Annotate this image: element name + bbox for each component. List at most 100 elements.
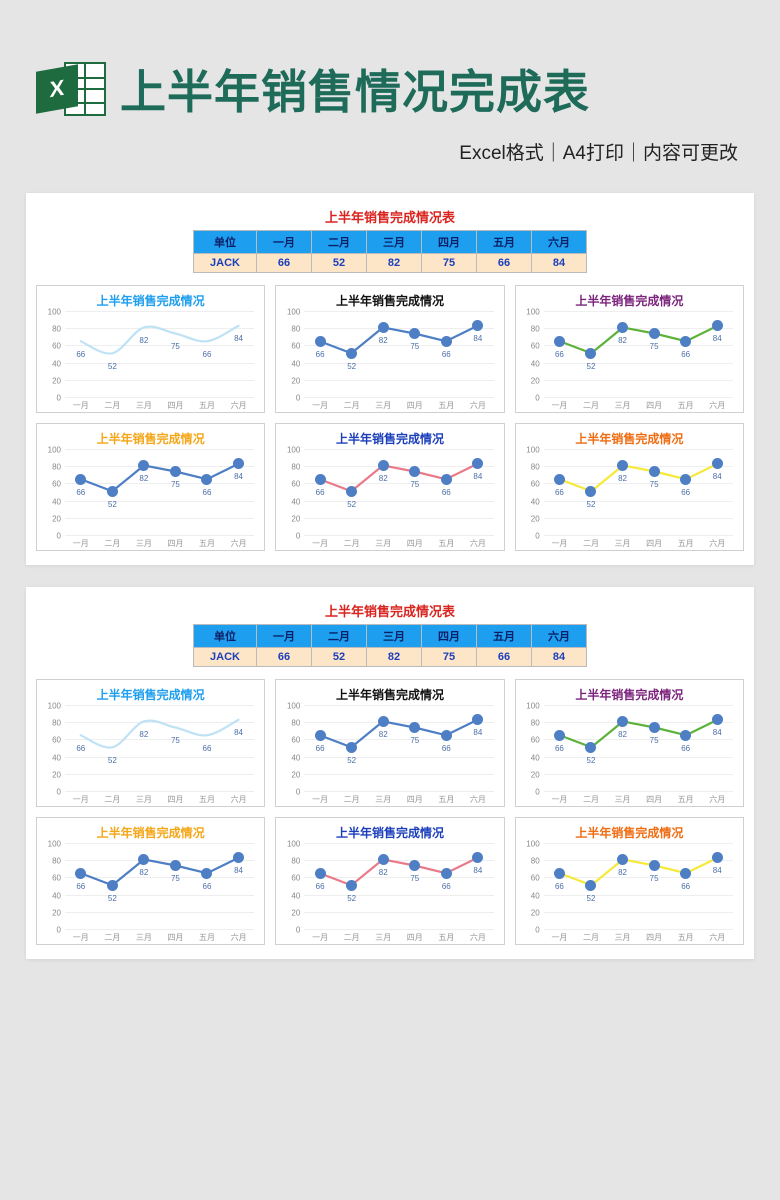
y-tick-label: 100 [43, 840, 61, 849]
x-tick-label: 三月 [607, 794, 639, 805]
chart-svg [304, 450, 493, 536]
x-axis: 一月二月三月四月五月六月 [544, 932, 733, 943]
y-tick-label: 20 [522, 376, 540, 385]
x-axis: 一月二月三月四月五月六月 [65, 932, 254, 943]
excel-icon-letter: X [36, 64, 78, 113]
y-tick-label: 20 [522, 514, 540, 523]
chart-marker [315, 868, 326, 879]
x-axis: 一月二月三月四月五月六月 [65, 794, 254, 805]
x-tick-label: 三月 [128, 400, 160, 411]
chart-marker [441, 336, 452, 347]
chart-plot: 020406080100665282756684 [544, 450, 733, 536]
x-tick-label: 四月 [638, 794, 670, 805]
y-tick-label: 0 [43, 926, 61, 935]
x-tick-label: 二月 [336, 538, 368, 549]
chart-line [559, 720, 717, 748]
x-axis: 一月二月三月四月五月六月 [544, 400, 733, 411]
chart-marker [680, 730, 691, 741]
x-tick-label: 一月 [544, 400, 576, 411]
x-tick-label: 三月 [367, 794, 399, 805]
x-tick-label: 三月 [367, 932, 399, 943]
y-tick-label: 20 [43, 908, 61, 917]
y-tick-label: 60 [43, 480, 61, 489]
chart-line [81, 858, 239, 886]
chart-marker [107, 486, 118, 497]
value-label: 84 [234, 472, 243, 481]
value-label: 66 [555, 488, 564, 497]
value-label: 66 [316, 882, 325, 891]
value-label: 82 [379, 336, 388, 345]
chart-marker [75, 474, 86, 485]
chart-marker [649, 466, 660, 477]
chart-marker [554, 730, 565, 741]
y-tick-label: 80 [282, 857, 300, 866]
table-header-cell: 四月 [421, 231, 476, 254]
y-tick-label: 100 [282, 840, 300, 849]
table-header-cell: 单位 [194, 231, 257, 254]
value-label: 84 [713, 334, 722, 343]
table-cell: 66 [256, 254, 311, 273]
y-tick-label: 80 [522, 857, 540, 866]
x-tick-label: 六月 [462, 538, 494, 549]
x-tick-label: 三月 [367, 400, 399, 411]
chart-marker [680, 868, 691, 879]
chart-plot: 020406080100665282756684 [304, 450, 493, 536]
chart-svg [304, 844, 493, 930]
y-tick-label: 60 [282, 342, 300, 351]
y-tick-label: 0 [43, 394, 61, 403]
value-label: 66 [442, 488, 451, 497]
x-tick-label: 二月 [575, 538, 607, 549]
chart-plot: 020406080100665282756684 [65, 450, 254, 536]
chart-title: 上半年销售完成情况 [282, 824, 497, 841]
y-tick-label: 40 [282, 753, 300, 762]
chart-svg [544, 844, 733, 930]
chart-title: 上半年销售完成情况 [522, 686, 737, 703]
x-tick-label: 一月 [304, 400, 336, 411]
chart-title: 上半年销售完成情况 [522, 292, 737, 309]
chart-svg [544, 706, 733, 792]
x-tick-label: 六月 [701, 400, 733, 411]
chart-marker [170, 466, 181, 477]
y-tick-label: 80 [43, 719, 61, 728]
value-label: 84 [234, 866, 243, 875]
x-tick-label: 五月 [670, 932, 702, 943]
chart-marker [680, 336, 691, 347]
x-tick-label: 四月 [160, 538, 192, 549]
y-tick-label: 40 [282, 891, 300, 900]
y-tick-label: 0 [282, 394, 300, 403]
value-label: 66 [681, 488, 690, 497]
value-label: 84 [473, 334, 482, 343]
x-tick-label: 二月 [336, 932, 368, 943]
table-cell: 82 [366, 648, 421, 667]
x-tick-label: 五月 [431, 794, 463, 805]
value-label: 84 [234, 728, 243, 737]
chart-marker [617, 322, 628, 333]
chart-marker [617, 716, 628, 727]
table-row: JACK665282756684 [194, 648, 587, 667]
x-tick-label: 六月 [701, 932, 733, 943]
chart-marker [441, 730, 452, 741]
y-tick-label: 80 [43, 463, 61, 472]
y-tick-label: 20 [282, 770, 300, 779]
y-tick-label: 80 [522, 325, 540, 334]
value-label: 52 [347, 362, 356, 371]
x-tick-label: 二月 [97, 538, 129, 549]
y-tick-label: 100 [522, 308, 540, 317]
value-label: 84 [713, 728, 722, 737]
data-table: 单位一月二月三月四月五月六月JACK665282756684 [193, 624, 587, 667]
x-tick-label: 六月 [223, 932, 255, 943]
x-tick-label: 二月 [336, 400, 368, 411]
x-tick-label: 四月 [399, 400, 431, 411]
x-axis: 一月二月三月四月五月六月 [544, 538, 733, 549]
y-tick-label: 60 [522, 342, 540, 351]
value-label: 84 [473, 728, 482, 737]
chart-line [559, 464, 717, 492]
value-label: 66 [316, 350, 325, 359]
value-label: 66 [442, 350, 451, 359]
value-label: 82 [139, 336, 148, 345]
value-label: 66 [76, 350, 85, 359]
y-tick-label: 100 [522, 446, 540, 455]
y-tick-label: 40 [43, 497, 61, 506]
y-tick-label: 80 [43, 857, 61, 866]
x-tick-label: 二月 [575, 794, 607, 805]
